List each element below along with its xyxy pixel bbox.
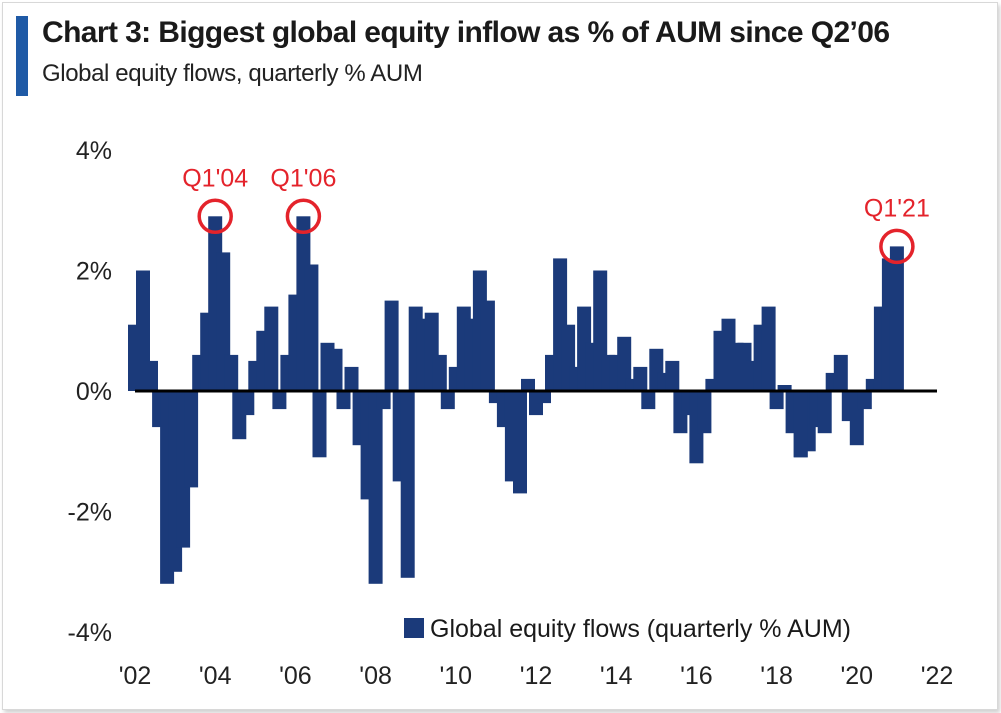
flow-bar bbox=[665, 360, 680, 391]
title-accent-bar bbox=[16, 16, 28, 96]
flow-bar bbox=[537, 391, 551, 404]
flow-bar bbox=[513, 391, 527, 494]
flow-bar bbox=[144, 360, 158, 391]
x-tick-label: '14 bbox=[600, 662, 633, 690]
y-tick-label: 4% bbox=[76, 137, 112, 165]
y-tick-label: -4% bbox=[68, 619, 112, 647]
flow-bar bbox=[304, 264, 319, 391]
flow-bar bbox=[761, 306, 776, 391]
flow-bar bbox=[889, 246, 904, 391]
legend-label: Global equity flows (quarterly % AUM) bbox=[430, 615, 851, 643]
flow-bar bbox=[184, 391, 199, 488]
flow-bar bbox=[136, 270, 150, 391]
y-tick-label: 0% bbox=[76, 378, 112, 406]
x-tick-label: '06 bbox=[279, 662, 312, 690]
flow-bar bbox=[793, 391, 808, 458]
flow-bar bbox=[224, 354, 239, 391]
flow-bar bbox=[384, 300, 399, 391]
x-tick-label: '04 bbox=[199, 662, 232, 690]
flow-bar bbox=[633, 366, 648, 391]
annotation-circle bbox=[879, 228, 915, 265]
flow-bar bbox=[833, 354, 848, 391]
flow-bar bbox=[400, 391, 415, 578]
flow-bar bbox=[264, 306, 279, 391]
flow-bar bbox=[480, 300, 495, 391]
annotation-label: Q1'04 bbox=[182, 164, 248, 192]
y-tick-label: 2% bbox=[76, 258, 112, 286]
flow-bar bbox=[240, 391, 255, 416]
annotation-label: Q1'21 bbox=[864, 194, 930, 222]
annotation-label: Q1'06 bbox=[270, 164, 336, 192]
x-tick-label: '16 bbox=[680, 662, 713, 690]
flow-bar bbox=[312, 391, 327, 458]
flow-bar bbox=[617, 336, 632, 391]
x-tick-label: '02 bbox=[119, 662, 152, 690]
annotation-circle bbox=[197, 198, 233, 235]
flow-bar bbox=[336, 391, 351, 410]
x-tick-label: '20 bbox=[841, 662, 874, 690]
flow-bar bbox=[521, 378, 535, 391]
x-tick-label: '10 bbox=[440, 662, 473, 690]
flow-bar bbox=[432, 354, 447, 391]
x-tick-label: '22 bbox=[921, 662, 954, 690]
chart-title: Chart 3: Biggest global equity inflow as… bbox=[42, 16, 890, 49]
flow-bar bbox=[328, 348, 343, 391]
flow-bar bbox=[769, 391, 784, 410]
flow-bar bbox=[272, 391, 287, 410]
flow-bar bbox=[376, 391, 391, 410]
flow-bar bbox=[697, 391, 712, 434]
flow-bar bbox=[817, 391, 832, 434]
flow-bar bbox=[344, 366, 359, 391]
flow-bar bbox=[777, 385, 792, 391]
flow-bar bbox=[857, 391, 872, 410]
x-tick-label: '12 bbox=[520, 662, 553, 690]
flow-bar bbox=[641, 391, 656, 410]
chart-subtitle: Global equity flows, quarterly % AUM bbox=[42, 60, 423, 87]
annotation-circle bbox=[285, 198, 322, 235]
legend-swatch bbox=[404, 618, 424, 638]
flow-bar bbox=[368, 391, 383, 584]
flow-bar bbox=[440, 391, 455, 410]
x-tick-label: '08 bbox=[359, 662, 392, 690]
x-tick-label: '18 bbox=[760, 662, 793, 690]
y-tick-label: -2% bbox=[68, 499, 112, 527]
